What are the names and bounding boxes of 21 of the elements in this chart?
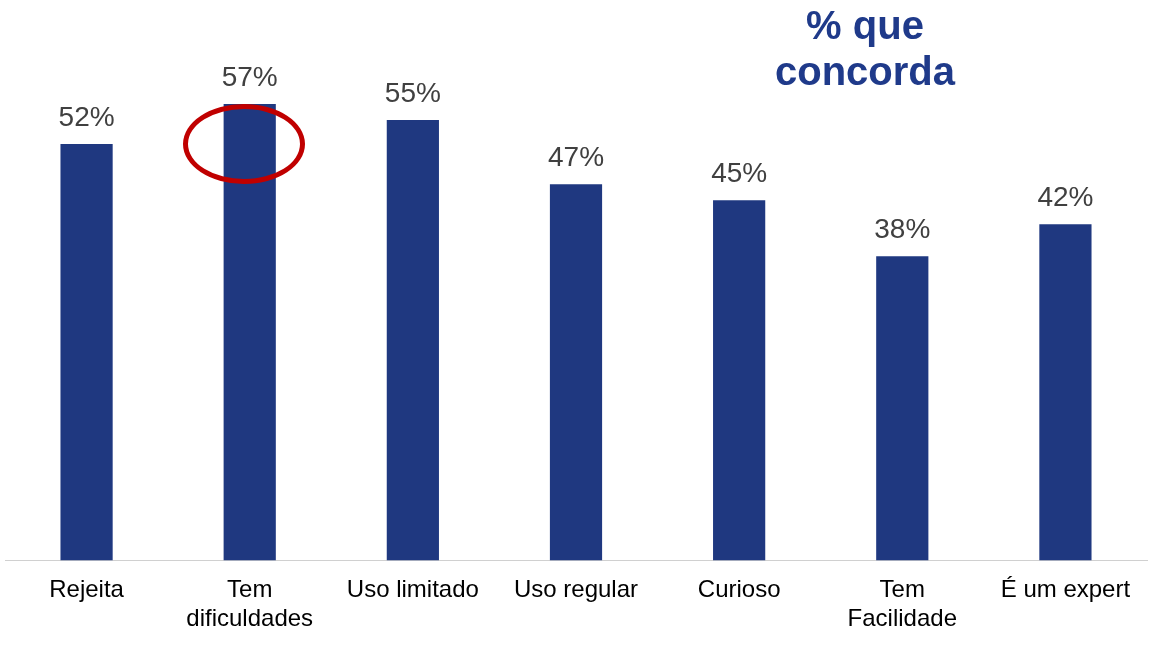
chart-title: % que concorda: [773, 2, 957, 94]
bar: [386, 120, 439, 561]
x-tick-label: Curioso: [697, 575, 781, 603]
data-label: 52%: [58, 100, 115, 132]
x-tick-label: Tem Facilidade: [847, 575, 957, 632]
x-tick-label: É um expert: [1000, 575, 1131, 603]
data-label: 55%: [384, 76, 441, 108]
bar: [1039, 224, 1092, 561]
bar: [549, 184, 603, 561]
data-label: 45%: [711, 156, 768, 188]
x-tick-label: Uso limitado: [346, 575, 479, 603]
bar: [60, 144, 113, 561]
bar: [876, 256, 929, 561]
data-label: 47%: [547, 140, 605, 172]
data-label: 57%: [221, 60, 278, 92]
x-tick-label: Uso regular: [513, 575, 639, 603]
x-tick-label: Rejeita: [49, 575, 125, 603]
x-tick-label: Tem dificuldades: [186, 575, 314, 632]
bar: [713, 200, 766, 561]
data-label: 42%: [1037, 180, 1094, 212]
data-label: 38%: [874, 212, 931, 244]
